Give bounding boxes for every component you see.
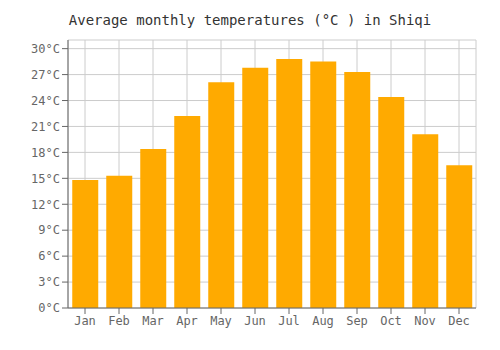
svg-text:Jul: Jul	[278, 314, 300, 328]
svg-text:9°C: 9°C	[38, 223, 60, 237]
svg-text:May: May	[210, 314, 232, 328]
svg-text:27°C: 27°C	[31, 68, 60, 82]
svg-text:15°C: 15°C	[31, 172, 60, 186]
svg-text:Jan: Jan	[74, 314, 96, 328]
svg-text:30°C: 30°C	[31, 42, 60, 56]
svg-text:Aug: Aug	[312, 314, 334, 328]
svg-text:Oct: Oct	[380, 314, 402, 328]
html-text:Average monthly temperatures (: Average monthly temperatures (°C ) in Sh…	[68, 12, 432, 28]
svg-text:18°C: 18°C	[31, 146, 60, 160]
svg-text:Dec: Dec	[448, 314, 470, 328]
svg-text:Jun: Jun	[244, 314, 266, 328]
svg-text:12°C: 12°C	[31, 198, 60, 212]
svg-text:Sep: Sep	[346, 314, 368, 328]
svg-text:Apr: Apr	[176, 314, 198, 328]
svg-text:3°C: 3°C	[38, 275, 60, 289]
svg-text:Mar: Mar	[142, 314, 164, 328]
svg-text:6°C: 6°C	[38, 249, 60, 263]
svg-text:0°C: 0°C	[38, 301, 60, 315]
svg-text:Nov: Nov	[414, 314, 436, 328]
svg-text:Feb: Feb	[108, 314, 130, 328]
svg-text:21°C: 21°C	[31, 120, 60, 134]
svg-text:24°C: 24°C	[31, 94, 60, 108]
